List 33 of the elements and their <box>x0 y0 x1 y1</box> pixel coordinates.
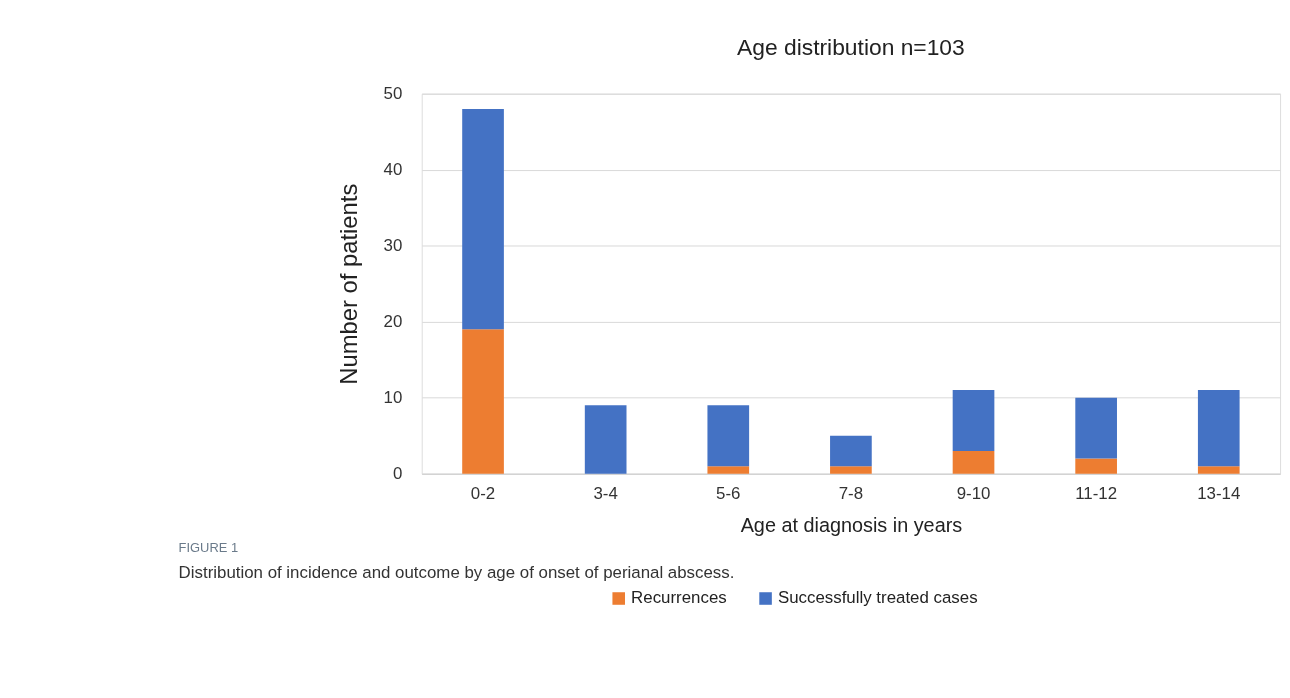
y-tick-label: 20 <box>383 312 403 332</box>
x-tick-label: 9-10 <box>956 484 991 504</box>
legend-label: Successfully treated cases <box>777 588 978 608</box>
x-tick-label: 7-8 <box>838 484 864 504</box>
bar <box>707 466 750 474</box>
bar <box>1075 458 1117 474</box>
x-tick-label: 13-14 <box>1197 484 1241 504</box>
bar <box>1075 397 1117 459</box>
bar <box>584 405 627 474</box>
y-tick-label: 10 <box>383 388 403 408</box>
bar <box>462 329 504 474</box>
y-tick-label: 30 <box>383 236 403 256</box>
legend-label: Recurrences <box>631 588 727 608</box>
bar <box>830 466 872 474</box>
y-tick-label: 0 <box>392 464 403 484</box>
bar <box>952 390 995 451</box>
bar <box>952 450 995 474</box>
x-axis-title: Age at diagnosis in years <box>740 513 963 536</box>
chart-title: Age distribution n=103 <box>737 33 965 60</box>
x-tick-label: 0-2 <box>470 484 496 504</box>
y-tick-label: 40 <box>383 160 403 180</box>
bar <box>1197 466 1240 474</box>
bar <box>830 435 872 467</box>
bar <box>707 405 750 467</box>
caption: FIGURE 1 <box>178 540 239 556</box>
text: Distribution of incidence and outcome by age of onset of perianal abscess. <box>178 562 735 582</box>
y-axis-title: Number of patients <box>334 183 362 385</box>
bar <box>1197 390 1240 467</box>
y-tick-label: 50 <box>383 84 403 104</box>
x-tick-label: 11-12 <box>1075 484 1118 504</box>
x-tick-label: 3-4 <box>593 484 618 504</box>
x-tick-label: 5-6 <box>716 484 741 504</box>
bar <box>462 108 504 330</box>
